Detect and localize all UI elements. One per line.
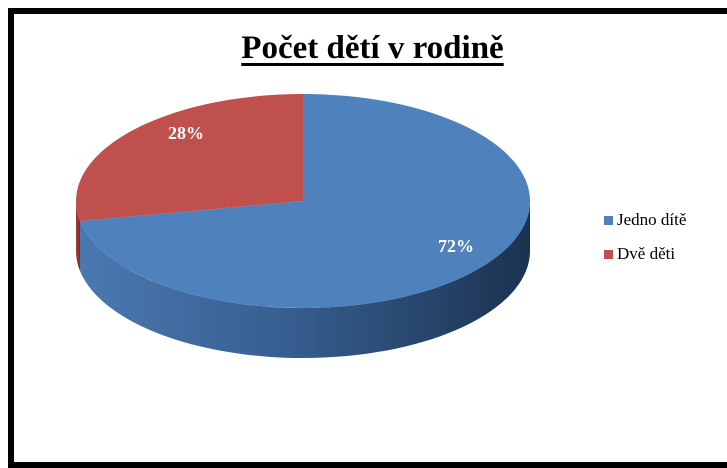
pie-slice-dve-deti xyxy=(76,94,303,222)
chart-title: Počet dětí v rodině xyxy=(241,30,504,66)
legend-swatch-dve-deti xyxy=(604,249,613,259)
legend: Jedno dítě Dvě děti xyxy=(604,203,686,271)
pie-sides xyxy=(76,201,530,358)
pie-labels: 72% 28% xyxy=(168,123,474,256)
pie-chart: 72% 28% xyxy=(76,94,530,358)
legend-item-dve-deti: Dvě děti xyxy=(604,237,686,271)
pie-side-jedno-dite xyxy=(80,201,530,358)
legend-swatch-jedno-dite xyxy=(604,215,613,225)
legend-item-jedno-dite: Jedno dítě xyxy=(604,203,686,237)
data-label-dve-deti: 28% xyxy=(168,123,204,143)
pie-slice-jedno-dite xyxy=(80,94,530,309)
legend-label-dve-deti: Dvě děti xyxy=(617,244,676,263)
data-label-jedno-dite: 72% xyxy=(438,236,474,256)
legend-label-jedno-dite: Jedno dítě xyxy=(617,210,687,229)
pie-side-dve-deti xyxy=(76,201,81,272)
pie-tops xyxy=(76,94,530,309)
